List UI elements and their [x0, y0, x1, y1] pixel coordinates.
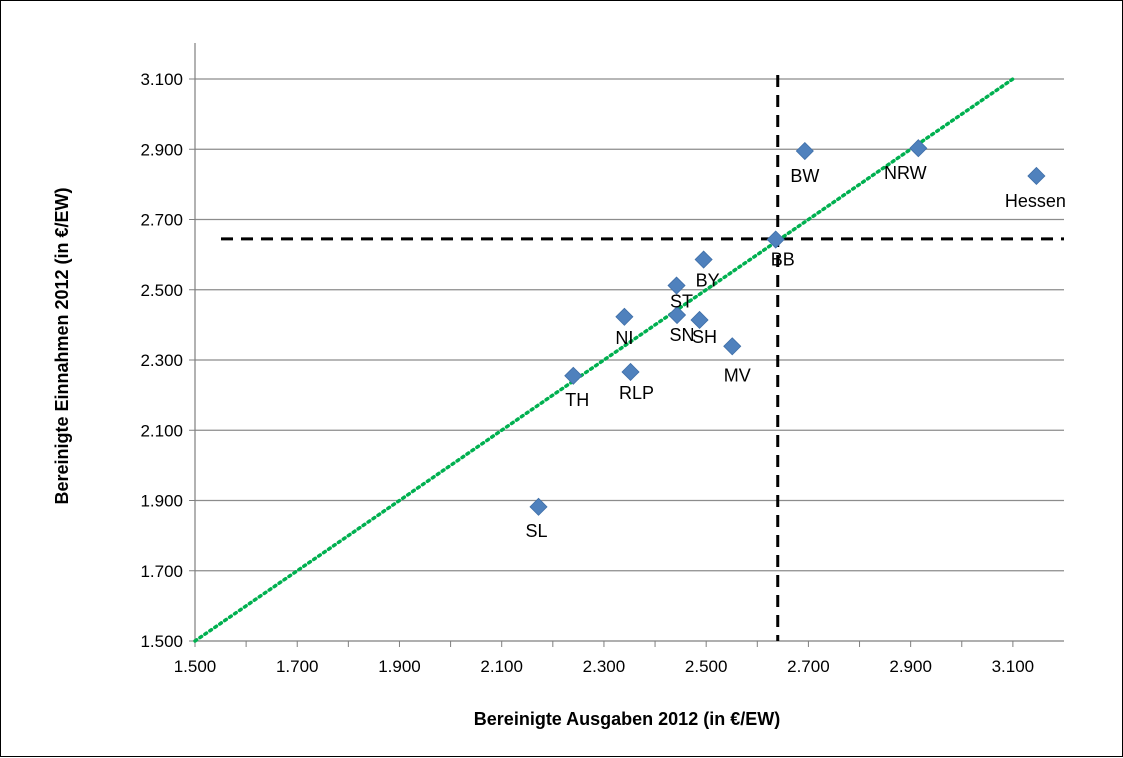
x-tick-label: 2.900 — [889, 657, 932, 676]
data-points — [529, 139, 1046, 516]
y-tick-label: 2.500 — [140, 281, 183, 300]
data-point — [621, 362, 640, 382]
x-tick-label: 1.900 — [378, 657, 421, 676]
point-label: NRW — [884, 163, 927, 183]
data-point — [667, 276, 686, 295]
point-label: SL — [525, 521, 547, 541]
reference-lines — [221, 75, 1064, 641]
data-point — [909, 139, 928, 158]
x-tick-label: 2.500 — [685, 657, 728, 676]
data-point — [690, 310, 709, 330]
point-label: Hessen — [1005, 191, 1066, 211]
diagonal-layer — [193, 77, 1015, 643]
point-label: SH — [692, 327, 717, 347]
y-tick-label: 1.900 — [140, 492, 183, 511]
y-tick-label: 2.900 — [140, 140, 183, 159]
point-label: MV — [724, 365, 751, 385]
data-point — [723, 337, 742, 356]
point-label: NI — [615, 328, 633, 348]
tick-labels: 1.500 1.700 1.900 2.100 2.300 2.500 2.700 2.900… — [140, 70, 1034, 676]
x-tick-label: 2.700 — [787, 657, 830, 676]
data-point — [529, 497, 548, 516]
point-label: RLP — [619, 383, 654, 403]
x-tick-label: 2.100 — [480, 657, 523, 676]
diagonal-line — [193, 77, 1015, 643]
y-tick-label: 3.100 — [140, 70, 183, 89]
data-point — [1027, 166, 1046, 186]
data-point — [766, 230, 785, 249]
y-tick-label: 2.100 — [140, 421, 183, 440]
point-label: BB — [771, 250, 795, 270]
y-tick-label: 2.300 — [140, 351, 183, 370]
y-tick-label: 1.700 — [140, 562, 183, 581]
point-label: SN — [670, 325, 695, 345]
point-label: TH — [565, 390, 589, 410]
x-axis-title: Bereinigte Ausgaben 2012 (in €/EW) — [474, 709, 780, 729]
x-tick-label: 1.500 — [174, 657, 217, 676]
y-axis-title: Bereinigte Einnahmen 2012 (in €/EW) — [52, 187, 72, 504]
data-point — [564, 366, 583, 385]
point-label: BY — [696, 271, 720, 291]
data-point — [795, 141, 814, 161]
gridlines — [195, 78, 1064, 572]
point-label: ST — [670, 292, 693, 312]
x-tick-label: 1.700 — [276, 657, 319, 676]
axes — [189, 43, 1064, 647]
point-label: BW — [790, 166, 819, 186]
y-tick-label: 1.500 — [140, 632, 183, 651]
x-tick-label: 2.300 — [583, 657, 626, 676]
y-tick-label: 2.700 — [140, 211, 183, 230]
data-point — [615, 307, 634, 326]
x-tick-label: 3.100 — [992, 657, 1035, 676]
data-point — [694, 250, 713, 269]
data-point — [667, 305, 687, 325]
